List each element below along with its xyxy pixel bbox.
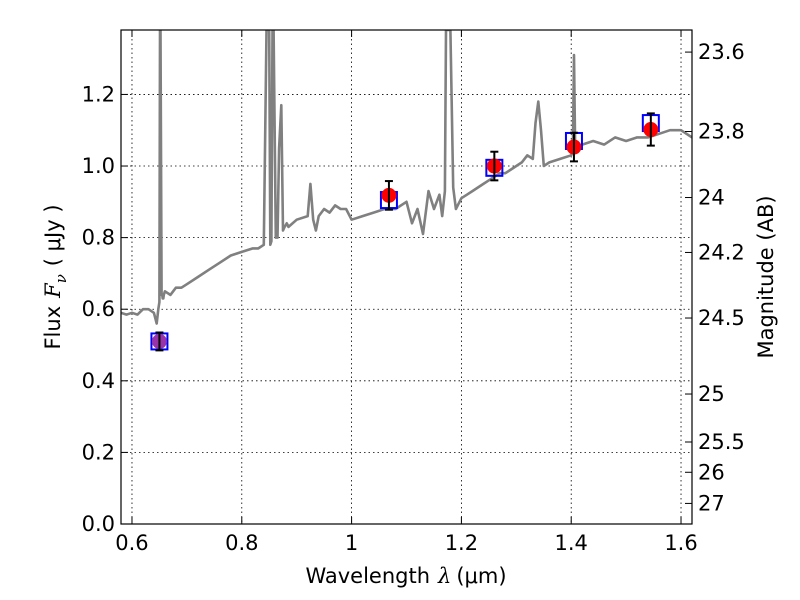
y-axis-unit: ( μJy )	[41, 204, 65, 266]
y-axis-title-left: Flux Fν ( μJy )	[41, 204, 70, 349]
right-tick-label: 27	[698, 491, 725, 515]
x-tick-label: 1.4	[555, 531, 588, 555]
x-axis-label: Wavelength	[305, 564, 430, 588]
right-tick-label: 23.6	[698, 40, 745, 64]
y-axis-symbol-sub: ν	[52, 274, 70, 283]
x-axis-symbol: λ	[437, 564, 451, 588]
right-tick-label: 24	[698, 186, 725, 210]
right-tick-label: 25	[698, 382, 725, 406]
y-axis-label: Flux	[41, 306, 65, 350]
y-tick-label: 0.2	[82, 440, 115, 464]
x-tick-label: 1.6	[664, 531, 697, 555]
x-axis-unit: (μm)	[456, 564, 506, 588]
y-tick-label: 0.0	[82, 512, 115, 536]
y-tick-label: 0.4	[82, 369, 115, 393]
y-axis-title-right: Magnitude (AB)	[754, 195, 778, 358]
y-tick-label: 1.0	[82, 154, 115, 178]
right-tick-label: 24.2	[698, 240, 745, 264]
right-tick-label: 24.5	[698, 306, 745, 330]
right-tick-label: 25.5	[698, 430, 745, 454]
right-tick-label: 23.8	[698, 119, 745, 143]
grid-lines	[121, 30, 692, 525]
spectrum-series	[121, 30, 692, 325]
y-tick-label: 1.2	[82, 82, 115, 106]
x-axis-title: Wavelength λ (μm)	[305, 564, 506, 588]
x-tick-label: 1.2	[445, 531, 478, 555]
photometry-points	[150, 112, 660, 352]
x-tick-label: 0.6	[115, 531, 148, 555]
x-tick-label: 0.8	[225, 531, 258, 555]
x-tick-label: 1	[345, 531, 358, 555]
y-axis-symbol: F	[41, 282, 65, 299]
plot-frame	[120, 29, 693, 525]
y-tick-label: 0.6	[82, 297, 115, 321]
axis-ticks: 0.6 0.8 1 1.2 1.4 1.6 0.0 0.2 0.4 0.6 0.8 1.0 1.2 23.…	[82, 30, 745, 555]
spectrum-line	[121, 30, 692, 325]
y-tick-label: 0.8	[82, 226, 115, 250]
right-tick-label: 26	[698, 460, 725, 484]
